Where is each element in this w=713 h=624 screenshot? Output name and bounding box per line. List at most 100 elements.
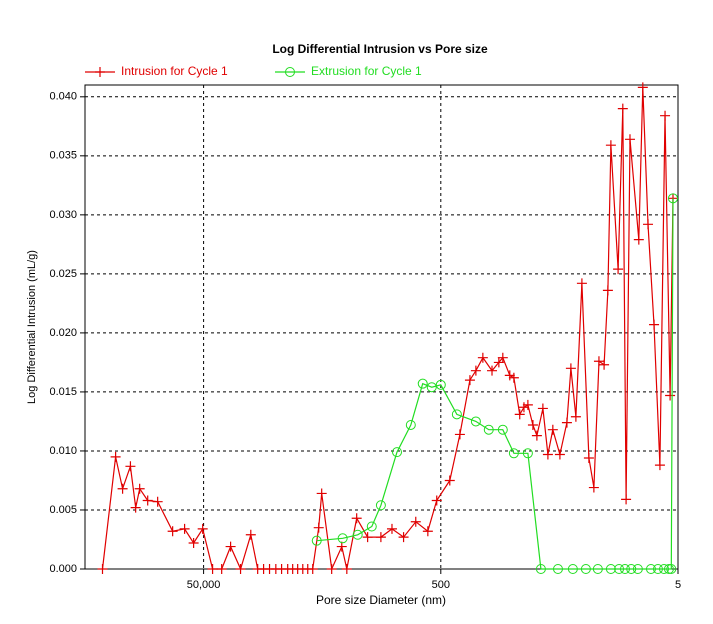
point-marker xyxy=(235,564,246,574)
x-tick-label: 50,000 xyxy=(187,579,221,591)
point-marker xyxy=(654,460,665,471)
point-marker xyxy=(576,278,587,289)
y-tick-label: 0.025 xyxy=(49,268,77,280)
chart-title: Log Differential Intrusion vs Pore size xyxy=(272,42,488,56)
point-marker xyxy=(619,564,630,574)
point-marker xyxy=(464,375,475,386)
point-marker xyxy=(593,356,604,367)
point-marker xyxy=(508,448,519,459)
point-marker xyxy=(561,417,572,428)
point-marker xyxy=(392,447,403,458)
plot-frame xyxy=(84,84,679,570)
point-marker xyxy=(326,564,337,574)
point-marker xyxy=(431,495,442,506)
point-marker xyxy=(307,564,318,574)
y-tick-label: 0.005 xyxy=(49,504,77,516)
point-marker xyxy=(643,219,654,230)
point-marker xyxy=(130,502,141,513)
point-marker xyxy=(435,379,446,390)
point-marker xyxy=(362,532,373,543)
point-marker xyxy=(97,564,108,574)
point-marker xyxy=(470,365,481,376)
y-tick-label: 0.035 xyxy=(49,150,77,162)
point-marker xyxy=(659,564,670,574)
point-marker xyxy=(245,529,256,540)
x-tick-label: 5 xyxy=(675,579,681,591)
y-tick-label: 0.000 xyxy=(49,563,77,575)
point-marker xyxy=(514,409,525,420)
point-marker xyxy=(667,193,678,204)
point-marker xyxy=(535,564,546,574)
point-marker xyxy=(167,526,178,537)
point-marker xyxy=(225,541,236,552)
legend-marker xyxy=(285,67,295,77)
point-marker xyxy=(336,541,347,552)
point-marker xyxy=(483,424,494,435)
y-tick-label: 0.040 xyxy=(49,91,77,103)
point-marker xyxy=(617,103,628,114)
point-marker xyxy=(487,365,498,376)
point-marker xyxy=(451,409,462,420)
series-line xyxy=(316,198,674,570)
point-marker xyxy=(375,532,386,543)
point-marker xyxy=(605,140,616,151)
y-tick-label: 0.020 xyxy=(49,327,77,339)
point-marker xyxy=(426,382,437,393)
point-marker xyxy=(197,523,208,534)
point-marker xyxy=(522,448,533,459)
point-marker xyxy=(179,523,190,534)
point-marker xyxy=(341,564,352,574)
point-marker xyxy=(537,403,548,414)
point-marker xyxy=(316,488,327,499)
point-marker xyxy=(110,451,121,462)
point-marker xyxy=(580,564,591,574)
point-marker xyxy=(497,424,508,435)
point-marker xyxy=(152,496,163,507)
point-marker xyxy=(337,533,348,544)
point-marker xyxy=(522,399,533,410)
point-marker xyxy=(527,419,538,430)
point-marker xyxy=(621,494,632,505)
point-marker xyxy=(614,564,625,574)
point-marker xyxy=(504,370,515,381)
point-marker xyxy=(410,516,421,527)
point-marker xyxy=(531,430,542,441)
y-tick-label: 0.010 xyxy=(49,445,77,457)
point-marker xyxy=(624,134,635,145)
series-line xyxy=(101,87,674,572)
point-marker xyxy=(493,357,504,368)
point-marker xyxy=(477,352,488,363)
point-marker xyxy=(352,529,363,540)
point-marker xyxy=(567,564,578,574)
point-marker xyxy=(398,532,409,543)
point-marker xyxy=(599,359,610,370)
point-marker xyxy=(665,390,676,401)
x-axis-label: Pore size Diameter (nm) xyxy=(316,593,446,607)
point-marker xyxy=(588,482,599,493)
point-marker xyxy=(311,535,322,546)
point-marker xyxy=(405,419,416,430)
point-marker xyxy=(313,522,324,533)
point-marker xyxy=(117,483,128,494)
point-marker xyxy=(602,285,613,296)
y-tick-label: 0.015 xyxy=(49,386,77,398)
point-marker xyxy=(605,564,616,574)
x-tick-label: 500 xyxy=(432,579,450,591)
point-marker xyxy=(142,495,153,506)
point-marker xyxy=(125,461,136,472)
point-marker xyxy=(470,416,481,427)
point-marker xyxy=(444,475,455,486)
point-marker xyxy=(632,564,643,574)
point-marker xyxy=(417,378,428,389)
point-marker xyxy=(666,564,677,574)
point-marker xyxy=(583,453,594,464)
point-marker xyxy=(552,564,563,574)
point-marker xyxy=(649,319,660,330)
point-marker xyxy=(216,564,227,574)
point-marker xyxy=(660,110,671,121)
y-tick-label: 0.030 xyxy=(49,209,77,221)
point-marker xyxy=(454,429,465,440)
point-marker xyxy=(188,538,199,549)
point-marker xyxy=(565,363,576,374)
point-marker xyxy=(633,234,644,245)
